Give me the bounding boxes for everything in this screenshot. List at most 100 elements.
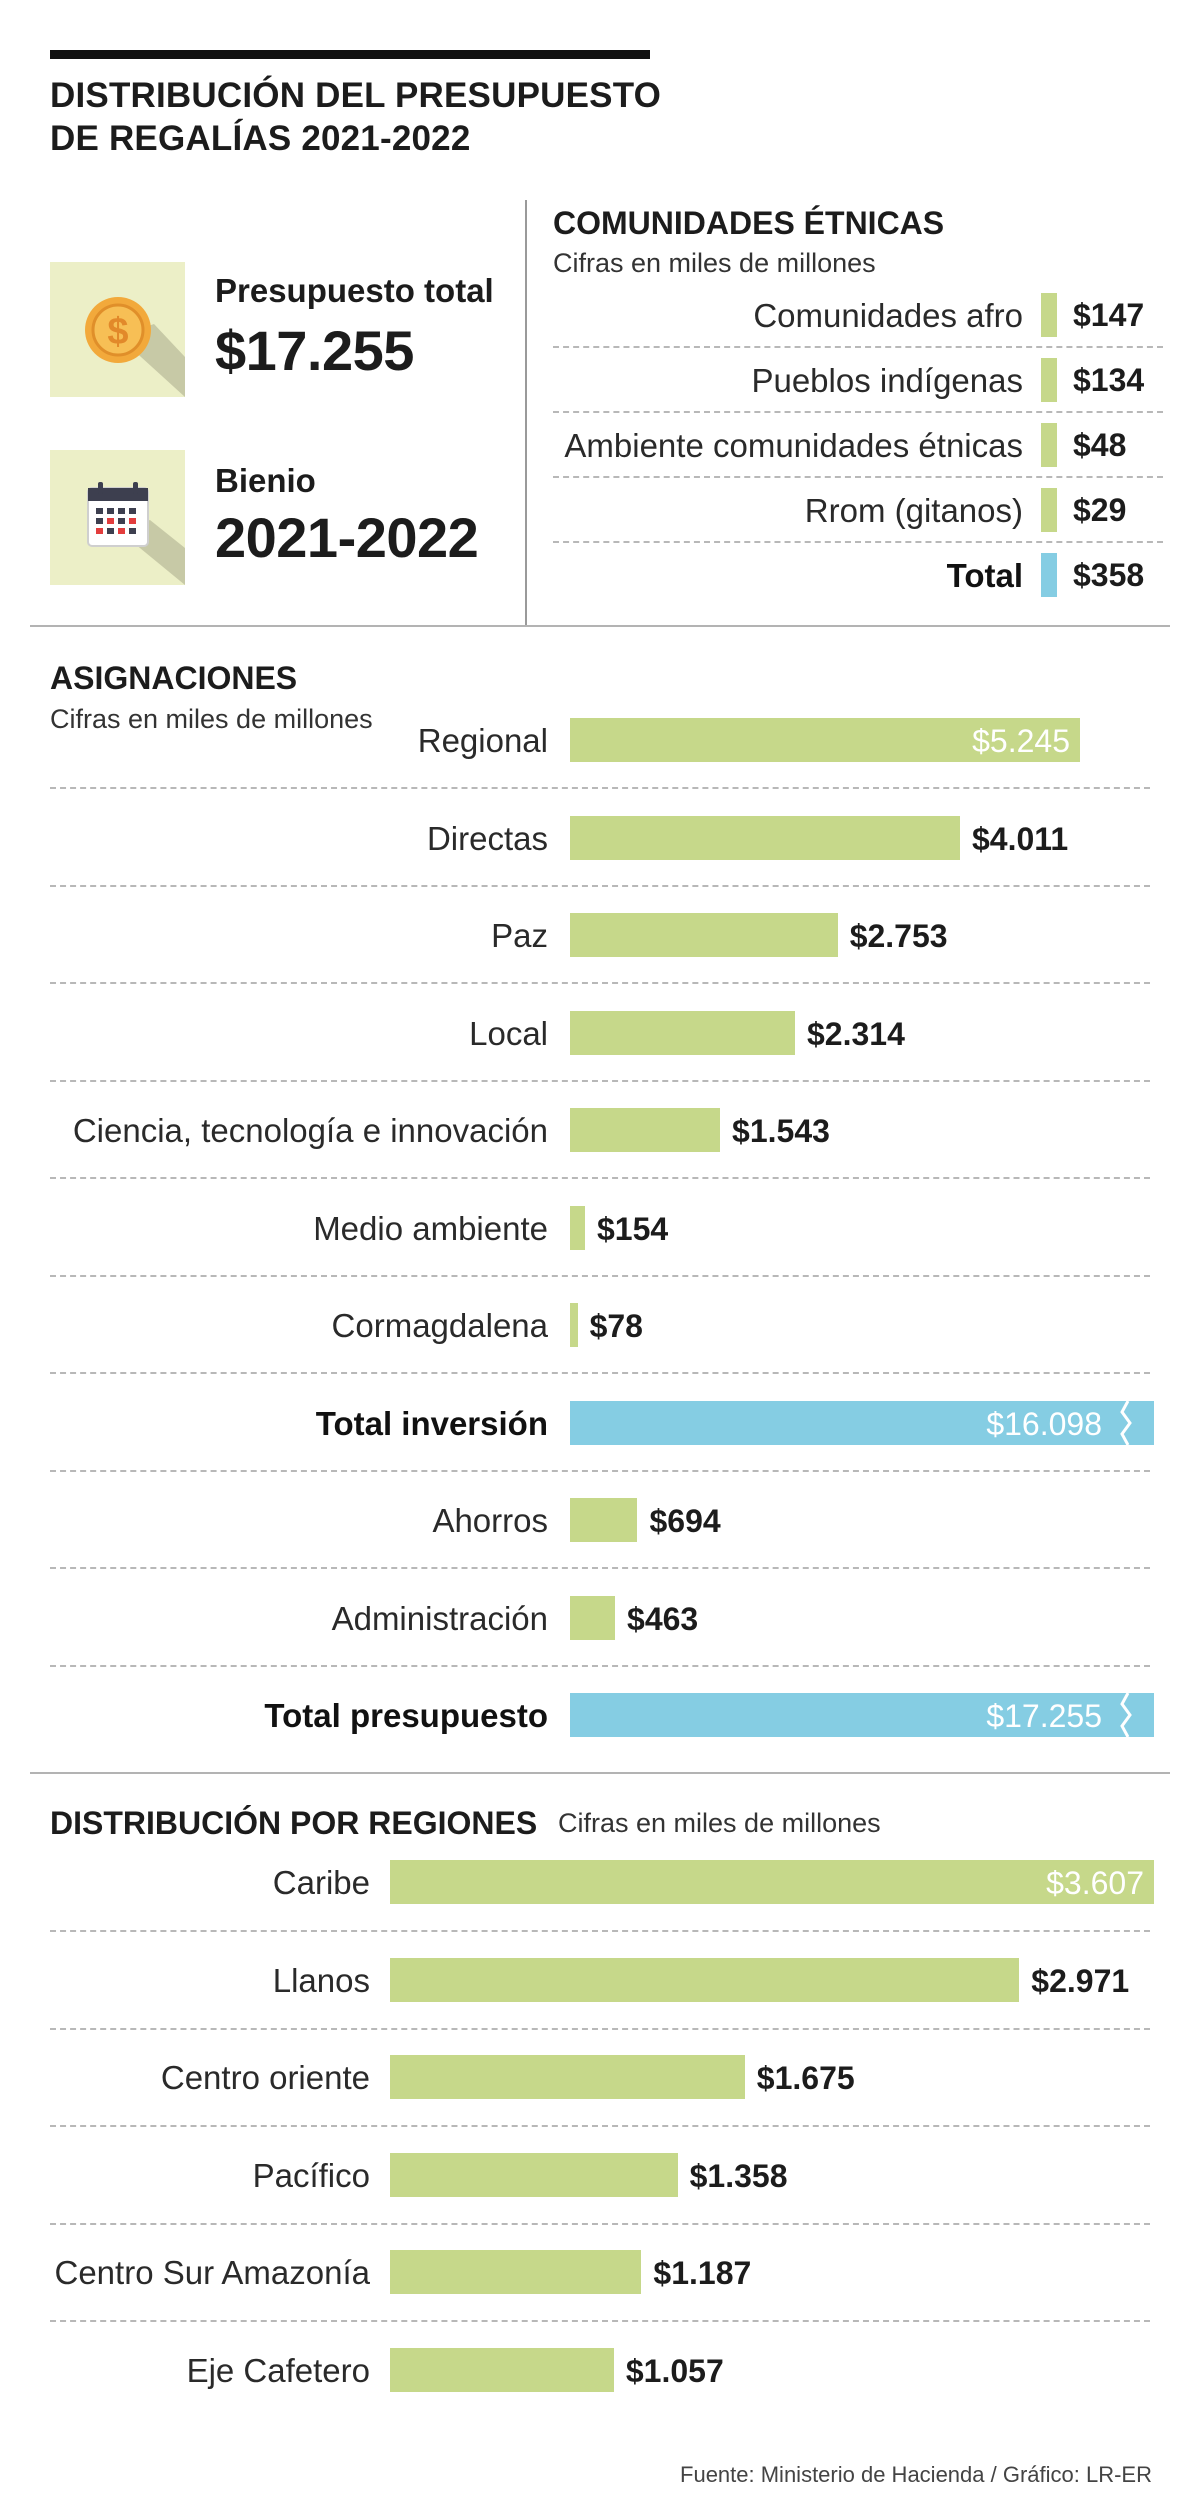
- asignaciones-bar: [570, 913, 838, 957]
- ethnic-bar: [1041, 488, 1057, 532]
- svg-text:$: $: [107, 311, 128, 353]
- regiones-bar: [390, 1860, 1154, 1904]
- asignaciones-bar: [570, 1595, 616, 1640]
- regiones-row-divider: [50, 2125, 1150, 2127]
- asignaciones-label: Total inversión: [315, 1404, 548, 1442]
- asignaciones-label: Cormagdalena: [331, 1307, 548, 1344]
- asignaciones-value: $1.543: [732, 1113, 830, 1149]
- ethnic-label: Ambiente comunidades étnicas: [564, 427, 1023, 464]
- asignaciones-label: Administración: [331, 1599, 548, 1637]
- regiones-row-divider: [50, 2222, 1150, 2225]
- asignaciones-row-divider: [50, 1664, 1150, 1667]
- asignaciones-label: Total presupuesto: [264, 1697, 548, 1734]
- ethnic-label: Pueblos indígenas: [751, 362, 1023, 399]
- period-icon-box: [50, 450, 185, 585]
- asignaciones-bar: [570, 1498, 638, 1542]
- ethnic-row-divider: [553, 346, 1163, 348]
- asignaciones-bar: [570, 1693, 1154, 1737]
- calendar-icon: [87, 482, 185, 585]
- regiones-value: $1.057: [625, 2352, 724, 2389]
- asignaciones-label: Medio ambiente: [313, 1209, 548, 1247]
- asignaciones-value: $694: [649, 1503, 721, 1539]
- ethnic-value: $134: [1073, 362, 1145, 398]
- asignaciones-label: Directas: [426, 819, 548, 857]
- asignaciones-bar: [570, 718, 1080, 762]
- asignaciones-row-divider: [50, 1274, 1150, 1277]
- asignaciones-row-divider: [50, 787, 1150, 789]
- asignaciones-value: $4.011: [972, 820, 1069, 857]
- ethnic-value: $29: [1073, 492, 1127, 528]
- ethnic-subtitle: Cifras en miles de millones: [553, 248, 876, 278]
- regiones-value: $1.187: [653, 2255, 752, 2291]
- asignaciones-value: $2.753: [849, 918, 948, 954]
- asignaciones-value: $5.245: [972, 723, 1070, 759]
- asignaciones-bar: [570, 1400, 1154, 1445]
- asignaciones-value: $17.255: [986, 1698, 1102, 1734]
- ethnic-row-divider: [553, 541, 1163, 543]
- asignaciones-label: Regional: [417, 722, 548, 759]
- regiones-title: DISTRIBUCIÓN POR REGIONES: [50, 1805, 538, 1841]
- regiones-subtitle: Cifras en miles de millones: [558, 1808, 881, 1838]
- ethnic-value: $147: [1073, 297, 1145, 333]
- asignaciones-row-divider: [50, 982, 1150, 984]
- asignaciones-value: $154: [596, 1210, 669, 1247]
- regiones-label: Llanos: [272, 1961, 370, 1999]
- title-rule: [50, 50, 650, 59]
- dollar-coin-icon: $: [85, 297, 185, 397]
- ethnic-title: COMUNIDADES ÉTNICAS: [553, 205, 945, 241]
- ethnic-bar: [1041, 293, 1057, 337]
- asignaciones-row-divider: [50, 1372, 1150, 1374]
- axis-break-icon: [1120, 1400, 1132, 1445]
- title-line-1: DISTRIBUCIÓN DEL PRESUPUESTO: [50, 76, 662, 115]
- ethnic-chart: Comunidades afro $147 Pueblos indígenas $13…: [553, 285, 1163, 615]
- asignaciones-row-divider: [50, 1567, 1150, 1569]
- asignaciones-bar: [570, 815, 960, 860]
- regiones-value: $2.971: [1031, 1962, 1130, 1999]
- asignaciones-label: Ciencia, tecnología e innovación: [72, 1112, 548, 1149]
- regiones-bar: [390, 2347, 614, 2392]
- asignaciones-bar: [570, 1205, 585, 1250]
- asignaciones-value: $78: [589, 1308, 643, 1344]
- title-line-2: DE REGALÍAS 2021-2022: [50, 119, 471, 158]
- ethnic-value: $358: [1073, 557, 1145, 593]
- ethnic-value: $48: [1073, 427, 1127, 463]
- ethnic-bar: [1041, 553, 1057, 597]
- regiones-label: Pacífico: [252, 2156, 370, 2194]
- regiones-bar: [390, 1957, 1020, 2002]
- ethnic-label: Comunidades afro: [753, 297, 1023, 334]
- asignaciones-bar: [570, 1303, 578, 1347]
- regiones-bar: [390, 2055, 745, 2099]
- asignaciones-row-divider: [50, 1469, 1150, 1472]
- asignaciones-row-divider: [50, 1079, 1150, 1082]
- regiones-label: Centro oriente: [160, 2059, 370, 2096]
- budget-icon-box: $: [50, 262, 185, 397]
- asignaciones-label: Paz: [491, 917, 548, 954]
- ethnic-bar: [1041, 358, 1057, 402]
- source-note: Fuente: Ministerio de Hacienda / Gráfico…: [680, 2462, 1152, 2487]
- ethnic-bar: [1041, 423, 1057, 467]
- regiones-value: $3.607: [1046, 1865, 1144, 1901]
- asignaciones-row-divider: [50, 1177, 1150, 1179]
- asignaciones-title: ASIGNACIONES: [50, 660, 298, 696]
- asignaciones-label: Ahorros: [432, 1502, 548, 1539]
- period-value: 2021-2022: [215, 506, 479, 569]
- asignaciones-value: $16.098: [986, 1405, 1102, 1442]
- page-title: DISTRIBUCIÓN DEL PRESUPUESTO DE REGALÍAS…: [50, 74, 661, 160]
- regiones-row-divider: [50, 2027, 1150, 2030]
- asignaciones-value: $463: [627, 1600, 699, 1637]
- regiones-bar: [390, 2250, 642, 2294]
- regiones-label: Eje Cafetero: [186, 2351, 370, 2389]
- regiones-value: $1.358: [689, 2157, 788, 2194]
- period-label: Bienio: [215, 462, 316, 499]
- asignaciones-label: Local: [469, 1014, 548, 1052]
- regiones-row-divider: [50, 2320, 1150, 2322]
- asignaciones-subtitle: Cifras en miles de millones: [50, 704, 373, 734]
- section-divider-1: [30, 625, 1170, 627]
- asignaciones-bar: [570, 1108, 721, 1152]
- regiones-label: Caribe: [272, 1864, 370, 1901]
- ethnic-label: Total: [946, 557, 1023, 594]
- ethnic-label: Rrom (gitanos): [804, 492, 1023, 529]
- regiones-value: $1.675: [756, 2060, 855, 2096]
- asignaciones-bar: [570, 1010, 795, 1055]
- asignaciones-value: $2.314: [807, 1015, 905, 1052]
